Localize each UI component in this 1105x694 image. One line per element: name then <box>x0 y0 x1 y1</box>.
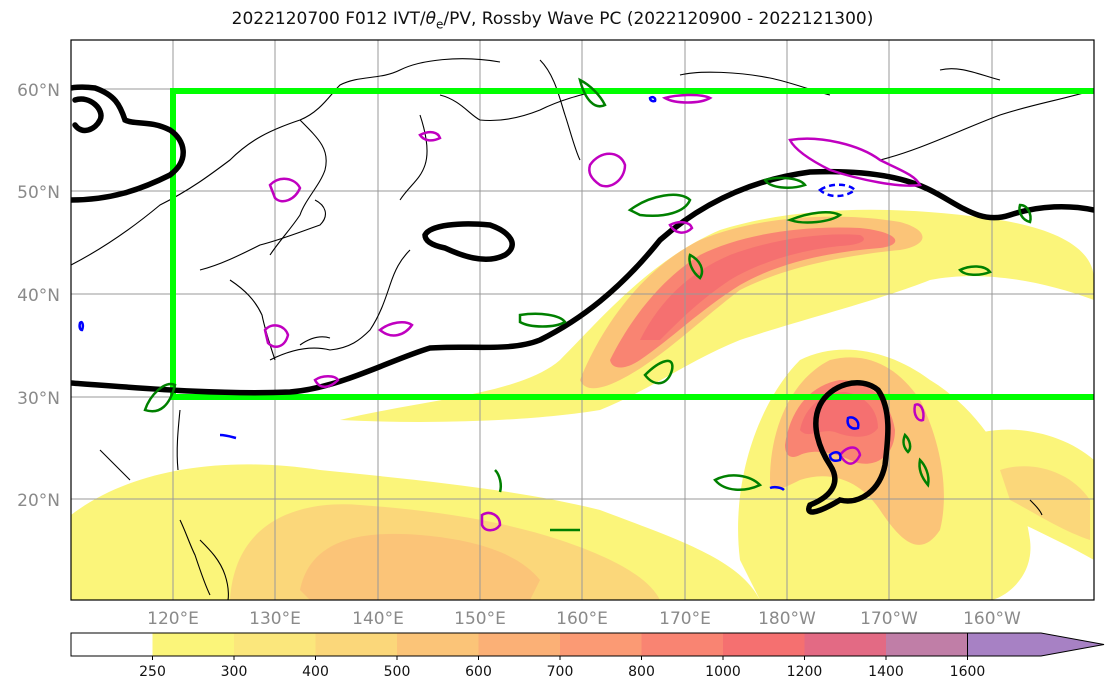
colorbar-tick-label: 400 <box>302 664 329 680</box>
colorbar-tick-label: 800 <box>628 664 655 680</box>
colorbar-tick-label: 1000 <box>705 664 741 680</box>
colorbar-tick-label: 500 <box>384 664 411 680</box>
colorbar-extend-arrow <box>967 632 1105 657</box>
colorbar-tick-label: 300 <box>221 664 248 680</box>
colorbar-tick-label: 1400 <box>868 664 904 680</box>
colorbar-tick-label: 1600 <box>950 664 986 680</box>
colorbar-segment <box>315 633 397 656</box>
region-box <box>170 88 1094 400</box>
colorbar-segment <box>478 633 560 656</box>
colorbar-tick-label: 600 <box>465 664 492 680</box>
coastlines <box>71 58 1094 600</box>
colorbar-segment <box>804 633 886 656</box>
colorbar-frame <box>70 632 968 657</box>
pc-contours <box>71 84 1094 515</box>
colorbar-tick-label: 700 <box>547 664 574 680</box>
lon-label: 180°W <box>758 609 816 629</box>
lon-label: 170°W <box>860 609 918 629</box>
colorbar-segment <box>723 633 805 656</box>
map-area <box>71 40 1094 600</box>
lon-label: 170°E <box>659 609 711 629</box>
colorbar: 250 300 400 500 600 700 800 1000 1200 1400 1600 <box>70 632 1105 680</box>
latitude-labels: 60°N 50°N 40°N 30°N 20°N <box>17 81 60 511</box>
figure-title: 2022120700 F012 IVT/θe/PV, Rossby Wave P… <box>231 9 874 32</box>
lon-label: 130°E <box>249 609 301 629</box>
colorbar-segment <box>886 633 968 656</box>
longitude-labels: 120°E 130°E 140°E 150°E 160°E 170°E 180°… <box>147 609 1021 629</box>
colorbar-segment <box>641 633 723 656</box>
lon-label: 160°E <box>556 609 608 629</box>
colorbar-segment <box>560 633 642 656</box>
pv-negative-contours <box>78 95 860 491</box>
pv-positive-contours <box>263 93 925 532</box>
lon-label: 120°E <box>147 609 199 629</box>
colorbar-segment <box>397 633 479 656</box>
map-frame <box>70 39 1095 601</box>
lat-label: 30°N <box>17 389 60 409</box>
theta-e-contours <box>143 77 1032 532</box>
colorbar-tick-label: 250 <box>139 664 166 680</box>
lon-label: 150°E <box>454 609 506 629</box>
lon-label: 140°E <box>352 609 404 629</box>
lat-label: 50°N <box>17 183 60 203</box>
colorbar-segment <box>152 633 234 656</box>
colorbar-tick-label: 1200 <box>787 664 823 680</box>
lat-label: 40°N <box>17 286 60 306</box>
lat-label: 20°N <box>17 491 60 511</box>
colorbar-segment <box>71 633 153 656</box>
lat-label: 60°N <box>17 81 60 101</box>
lon-label: 160°W <box>963 609 1021 629</box>
colorbar-segment <box>234 633 316 656</box>
